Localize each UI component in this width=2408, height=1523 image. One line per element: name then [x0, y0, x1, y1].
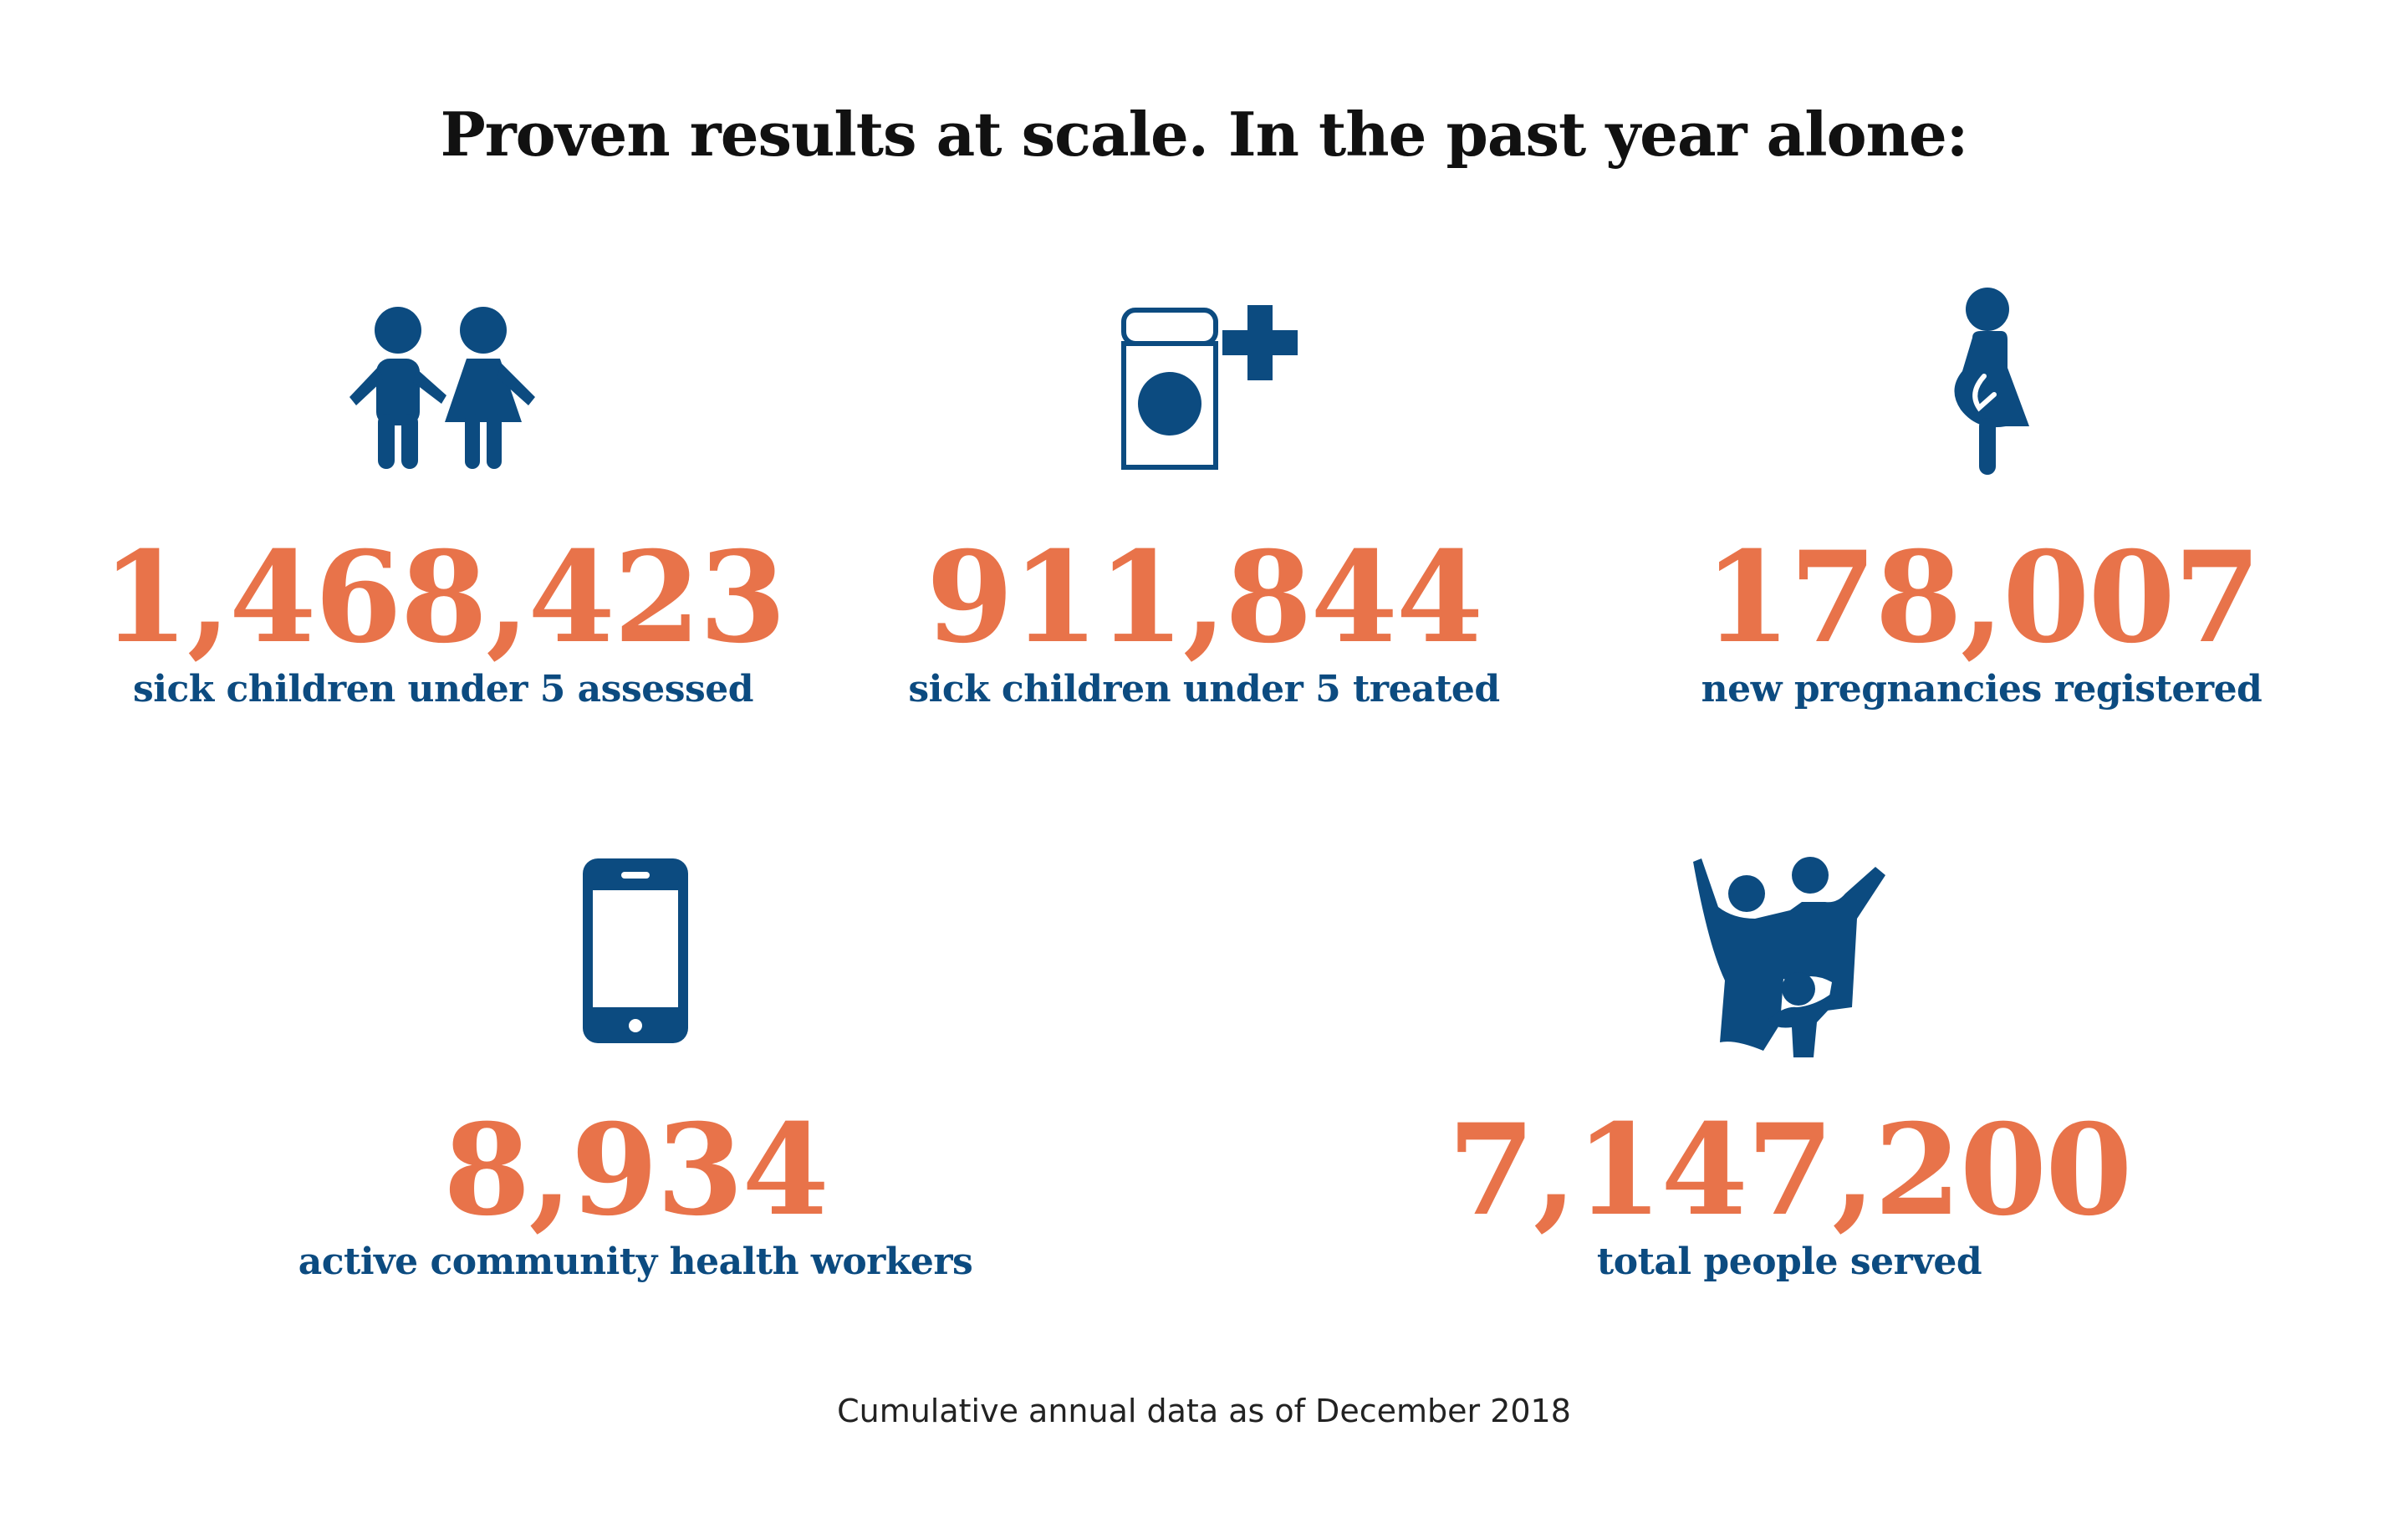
stat-label: active community health workers: [298, 1240, 973, 1283]
stat-children-assessed: 1,468,423 sick children under 5 assessed: [67, 284, 819, 752]
stat-health-workers: 8,934 active community health workers: [259, 857, 1012, 1325]
footnote: Cumulative annual data as of December 20…: [837, 1393, 1571, 1429]
stat-label: total people served: [1596, 1240, 1982, 1283]
stat-value: 1,468,423: [101, 524, 786, 671]
pregnant-woman-icon: [1954, 288, 2029, 475]
mobile-phone-icon: [583, 858, 688, 1043]
family-icon: [1693, 857, 1885, 1057]
stat-pregnancies: 178,007 new pregnancies registered: [1605, 284, 2358, 752]
stat-value: 178,007: [1703, 524, 2261, 671]
children-icon: [349, 307, 535, 469]
stat-value: 8,934: [443, 1097, 829, 1244]
stat-value: 911,844: [926, 524, 1483, 671]
stat-label: new pregnancies registered: [1701, 668, 2263, 711]
stat-value: 7,147,200: [1447, 1097, 2132, 1244]
stat-children-treated: 911,844 sick children under 5 treated: [828, 284, 1580, 752]
medicine-icon: [1121, 305, 1298, 470]
stat-label: sick children under 5 treated: [908, 668, 1500, 711]
page-title: Proven results at scale. In the past yea…: [440, 99, 1969, 170]
stat-people-served: 7,147,200 total people served: [1413, 857, 2166, 1325]
stat-label: sick children under 5 assessed: [132, 668, 754, 711]
